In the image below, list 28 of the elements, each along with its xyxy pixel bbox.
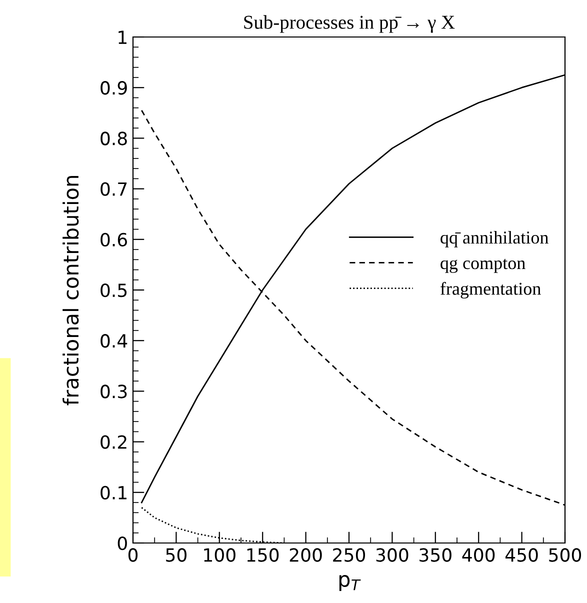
chart-title: Sub-processes in pp̄ → γ X bbox=[244, 15, 455, 33]
y-tick-label: 1 bbox=[118, 30, 126, 44]
y-tick-label: 0.2 bbox=[100, 435, 126, 449]
x-tick-label: 150 bbox=[247, 548, 279, 562]
x-tick-label: 250 bbox=[333, 548, 366, 562]
x-tick-label: 200 bbox=[290, 548, 322, 562]
y-tick-label: 0.8 bbox=[100, 132, 127, 146]
x-tick-label: 400 bbox=[462, 548, 495, 562]
y-tick-label: 0.7 bbox=[100, 182, 127, 196]
x-tick-label: 100 bbox=[204, 548, 236, 562]
legend-label: qq̄ annihilation bbox=[440, 230, 548, 248]
x-tick-label: 500 bbox=[549, 548, 582, 562]
y-tick-label: 0.4 bbox=[100, 334, 128, 348]
x-tick-label: 300 bbox=[376, 548, 408, 562]
x-axis-title: p$_{T}$ bbox=[339, 575, 361, 592]
legend-label: fragmentation bbox=[440, 282, 541, 299]
y-tick-label: 0 bbox=[118, 536, 127, 550]
y-tick-label: 0.6 bbox=[100, 232, 128, 247]
x-tick-label: 450 bbox=[505, 548, 538, 562]
y-tick-label: 0.1 bbox=[100, 486, 126, 500]
y-tick-label: 0.5 bbox=[100, 283, 127, 298]
legend-label: qg compton bbox=[440, 258, 526, 273]
y-axis-title: fractional contribution bbox=[62, 176, 79, 406]
y-tick-label: 0.9 bbox=[100, 81, 127, 95]
x-tick-label: 350 bbox=[420, 548, 452, 562]
x-tick-label: 50 bbox=[166, 548, 186, 562]
y-tick-label: 0.3 bbox=[100, 384, 127, 398]
x-tick-label: 0 bbox=[128, 548, 138, 562]
